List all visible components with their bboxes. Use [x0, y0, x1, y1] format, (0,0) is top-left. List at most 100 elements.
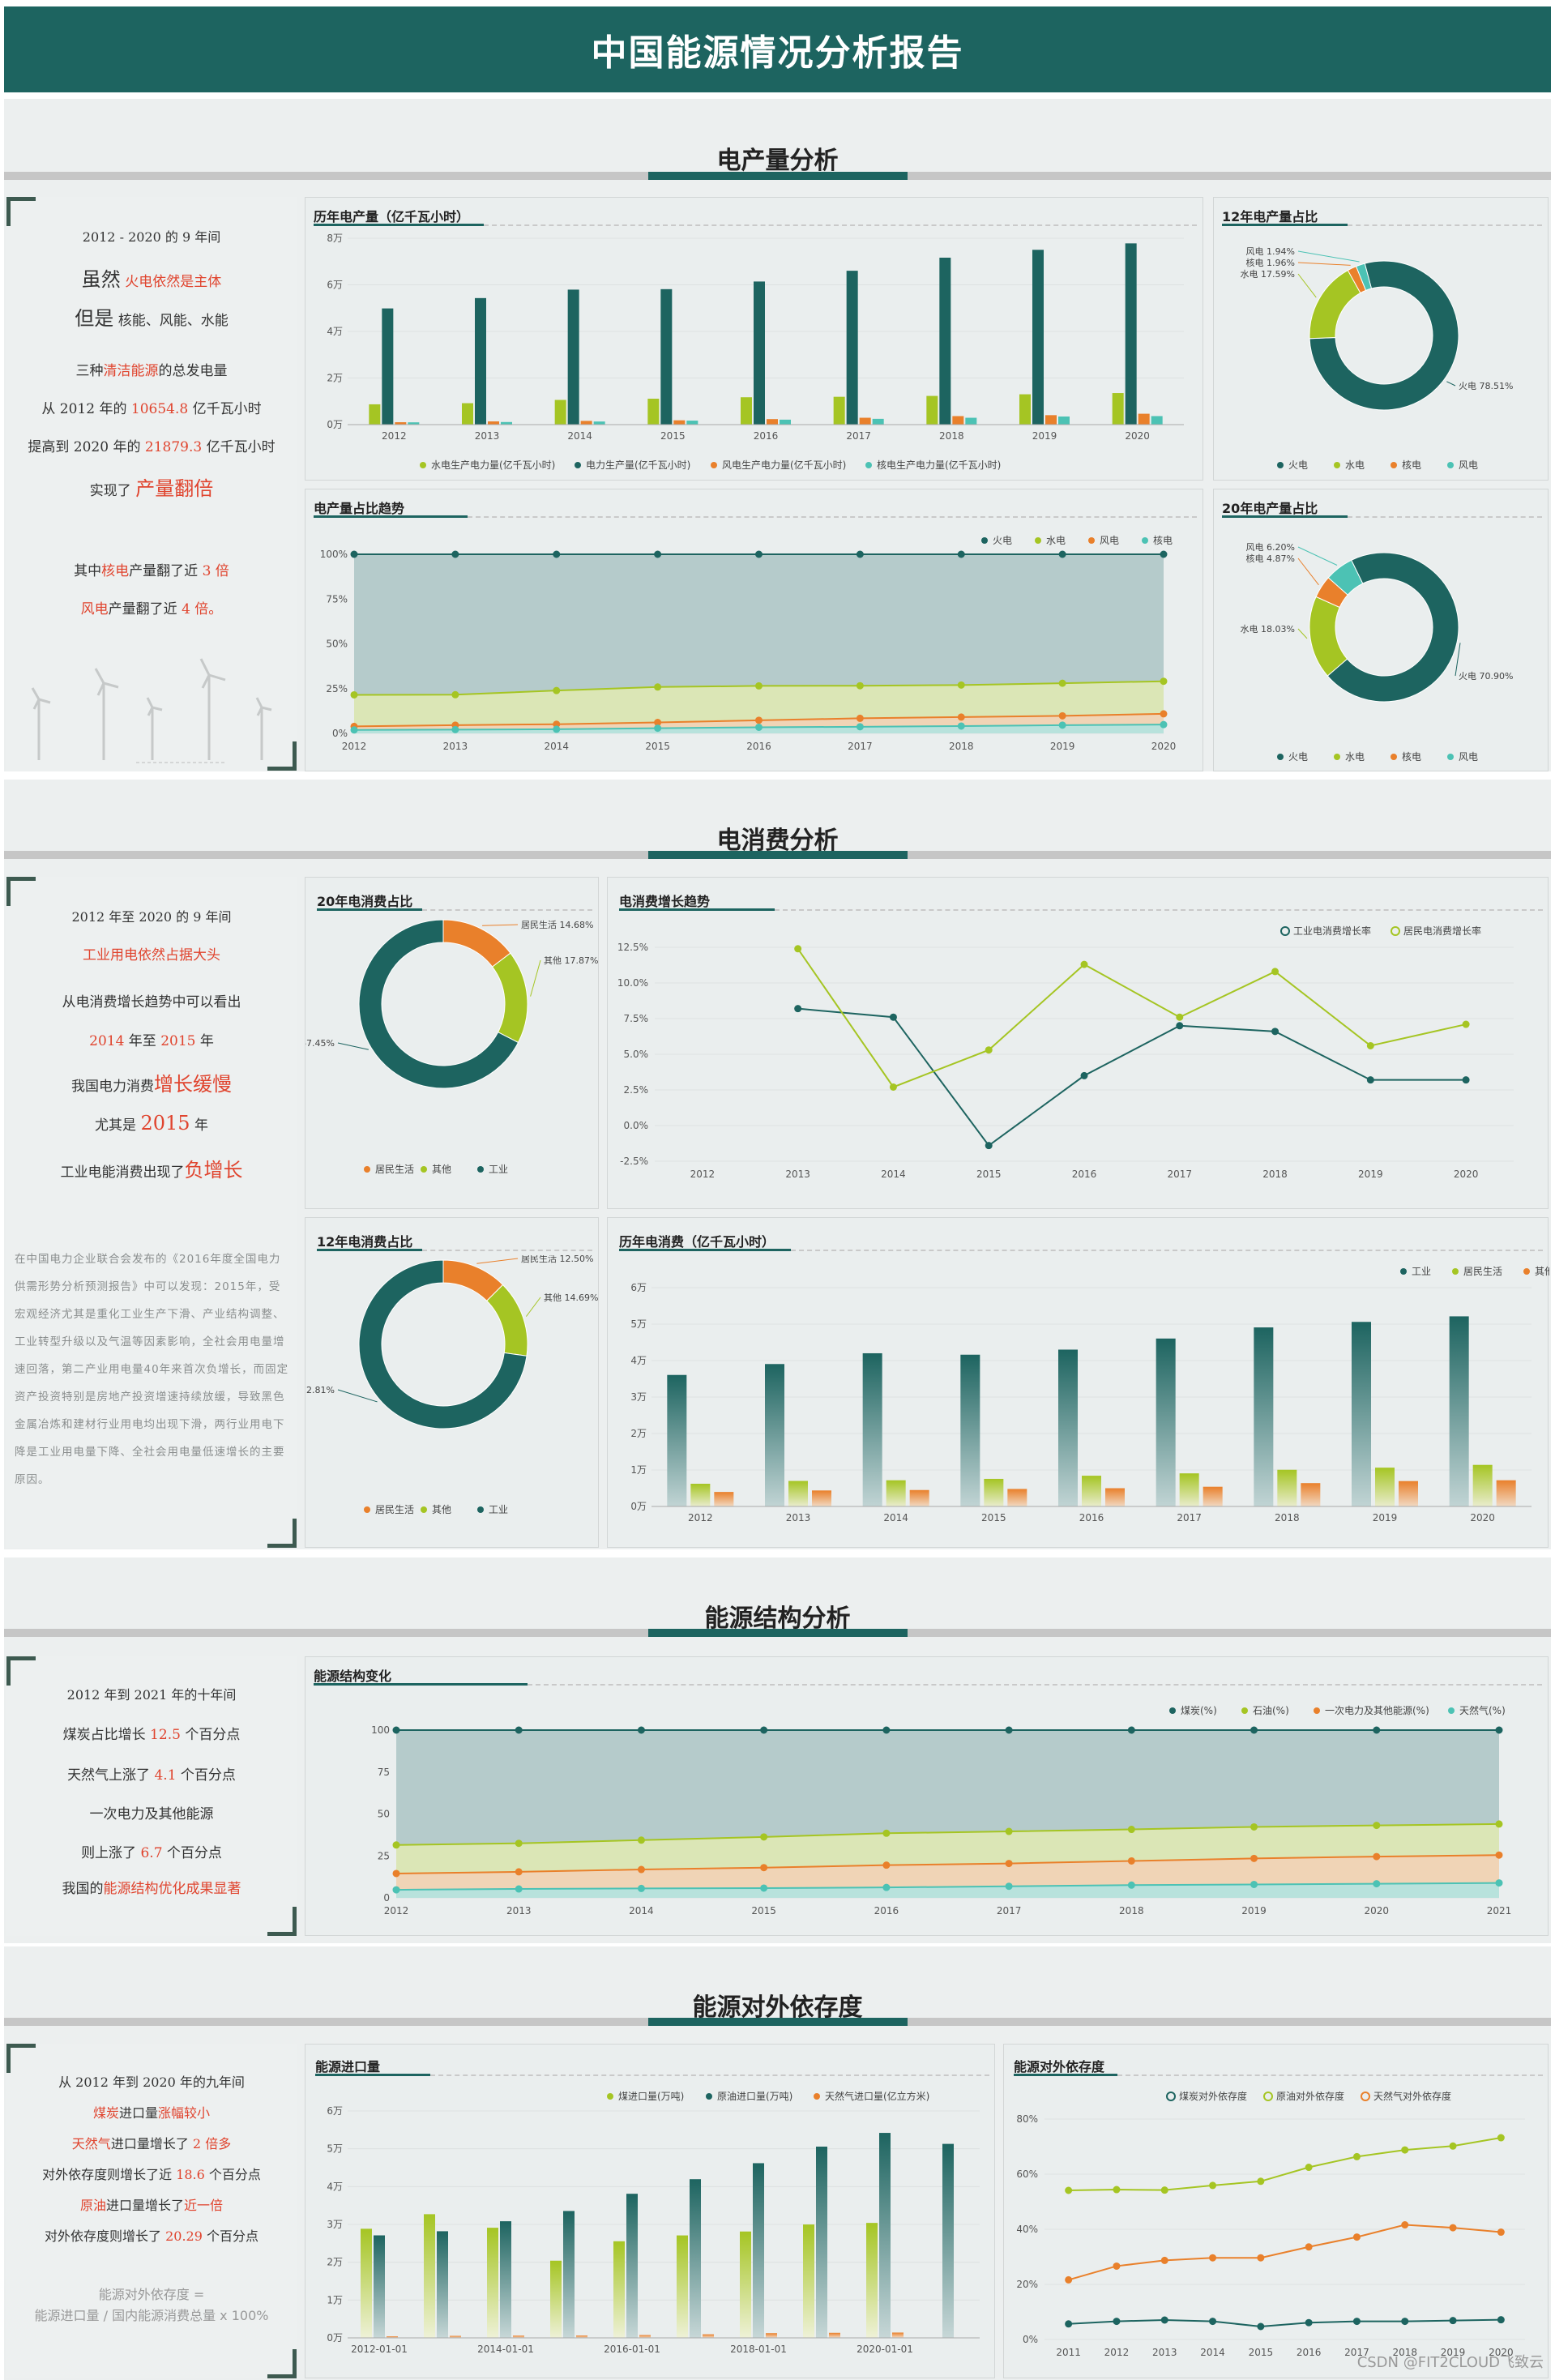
data-point — [1495, 1879, 1503, 1887]
y-tick-label: 0% — [1023, 2334, 1038, 2345]
data-point — [1449, 2317, 1457, 2325]
x-tick-label: 2015 — [976, 1169, 1002, 1180]
y-tick-label: 20% — [1016, 2279, 1038, 2290]
data-point — [985, 1142, 993, 1150]
data-point — [1305, 2318, 1313, 2327]
page-title: 中国能源情况分析报告 — [591, 32, 964, 74]
bar — [965, 417, 977, 425]
summary-text: 则上涨了 — [81, 1845, 137, 1861]
bar — [1112, 393, 1124, 425]
summary-panel-power: 2012 - 2020 的 9 年间 虽然 火电依然是主体 但是 核能、风能、水… — [6, 197, 297, 771]
legend-label: 其他 — [432, 1164, 451, 1175]
data-point — [1401, 2221, 1409, 2229]
legend-label: 工业 — [1412, 1266, 1431, 1277]
x-tick-label: 2014 — [881, 1169, 906, 1180]
data-point — [755, 682, 763, 690]
legend-label: 风电 — [1459, 751, 1478, 763]
chart-panel-2012-consumption-share: 12年电消费占比 居民生活 12.50%其他 14.69%工业 72.81%居民… — [305, 1217, 599, 1548]
summary-line: 一次电力及其他能源 — [89, 1806, 214, 1822]
summary-hl: 2015 — [140, 1112, 190, 1134]
summary-hl: 12.5 — [150, 1727, 181, 1743]
y-tick-label: 80% — [1016, 2113, 1038, 2125]
legend-label: 原油对外依存度 — [1276, 2090, 1344, 2102]
chart-title-dash — [775, 909, 1543, 911]
x-tick-label: 2020 — [1365, 1905, 1390, 1916]
pie-slice — [486, 1284, 528, 1357]
legend-label: 居民生活 — [1463, 1266, 1502, 1277]
x-tick-label: 2018 — [939, 430, 964, 442]
legend-label: 工业电消费增长率 — [1293, 925, 1371, 937]
data-point — [1058, 711, 1066, 720]
series-line — [1068, 2224, 1502, 2281]
data-point — [1401, 2146, 1409, 2154]
slice-label: 水电 18.03% — [1241, 624, 1295, 635]
legend-label: 核电 — [1402, 459, 1421, 471]
summary-hl: 增长缓慢 — [154, 1073, 232, 1096]
summary-text: 亿千瓦小时 — [206, 439, 276, 455]
legend-label: 火电 — [993, 535, 1012, 546]
bar — [500, 2221, 511, 2338]
chart-2020-power-share: 火电 70.90% 水电 18.03% 核电 4.87%风电 6.20% 火电 水电 核电… — [1241, 542, 1514, 763]
summary-hl: 2015 — [160, 1033, 196, 1049]
bar — [741, 397, 752, 425]
data-point — [755, 550, 763, 558]
series-line — [395, 1882, 1500, 1891]
summary-paragraph: 在中国电力企业联合会发布的《2016年度全国电力供需形势分析预测报告》中可以发现… — [15, 1253, 289, 1486]
corner-decoration — [267, 1907, 297, 1936]
chart-title-underline — [1222, 224, 1348, 226]
x-tick-label: 2015 — [751, 1905, 776, 1916]
bar — [1058, 416, 1070, 425]
y-tick-label: 0万 — [327, 419, 343, 430]
legend-marker — [1391, 926, 1400, 936]
bar — [554, 400, 566, 425]
y-tick-label: 5万 — [630, 1318, 647, 1330]
summary-hl: 原油 — [79, 2198, 106, 2213]
summary-hl: 天然气 — [71, 2136, 111, 2151]
data-point — [637, 1726, 645, 1734]
x-tick-label: 2015 — [981, 1512, 1006, 1523]
bar — [690, 1484, 711, 1506]
bar — [740, 2231, 751, 2338]
section-divider-accent — [648, 851, 908, 859]
chart-panel-import-dependency: 能源对外依存度 0% 20% 40% 60% 80% 2011 2012 2013 2014 20… — [1003, 2044, 1549, 2378]
x-tick-label: 2015 — [645, 741, 670, 752]
bar — [1496, 1480, 1516, 1506]
data-point — [1305, 2164, 1313, 2172]
y-tick-label: 2.5% — [624, 1084, 649, 1096]
summary-em: 虽然 — [81, 268, 121, 291]
legend-marker — [1241, 1707, 1248, 1714]
y-tick-label: 3万 — [630, 1391, 647, 1403]
chart-title: 12年电产量占比 — [1222, 209, 1318, 224]
data-point — [654, 724, 662, 733]
data-point — [637, 1836, 645, 1844]
data-point — [760, 1884, 768, 1892]
chart-panel-2012-power-share: 12年电产量占比 火电 78.51% 水电 17.59% 核电 1.96% 风电 1.… — [1213, 197, 1549, 481]
data-point — [1058, 550, 1066, 558]
data-point — [1160, 720, 1168, 729]
data-point — [1305, 2243, 1313, 2251]
slice-label: 工业 72.81% — [305, 1385, 335, 1395]
summary-text: 实现了 — [89, 483, 131, 499]
legend-marker — [1142, 537, 1148, 544]
summary-text: 年至 — [128, 1033, 156, 1049]
data-point — [1373, 1726, 1381, 1734]
bar — [361, 2228, 372, 2338]
data-point — [1271, 1028, 1279, 1036]
x-tick-label: 2017 — [1344, 2347, 1369, 2358]
footer-watermark: CSDN @FIT2CLOUD飞致云 — [1356, 2354, 1544, 2371]
slice-label: 居民生活 14.68% — [521, 919, 593, 930]
chart-title-underline — [1222, 515, 1348, 518]
chart-panel-energy-imports: 能源进口量 0万 1万 2万 3万 4万 5万 6万 2012-01-01 2014-01-01… — [305, 2044, 995, 2378]
data-point — [1495, 1851, 1503, 1859]
summary-hl: 负增长 — [184, 1159, 243, 1181]
x-tick-label: 2016 — [1079, 1512, 1104, 1523]
data-point — [889, 1013, 897, 1021]
chart-panel-consumption-history: 历年电消费（亿千瓦小时） 0万 1万 2万 3万 4万 5万 6万 2012 2013 2014 2… — [607, 1217, 1549, 1548]
pie-slice — [442, 919, 511, 968]
x-tick-label: 2012 — [384, 1905, 409, 1916]
x-tick-label: 2014 — [883, 1512, 908, 1523]
y-tick-label: 0 — [383, 1892, 390, 1904]
data-point — [1160, 2256, 1168, 2264]
corner-decoration — [6, 2044, 36, 2073]
data-point — [760, 1726, 768, 1734]
